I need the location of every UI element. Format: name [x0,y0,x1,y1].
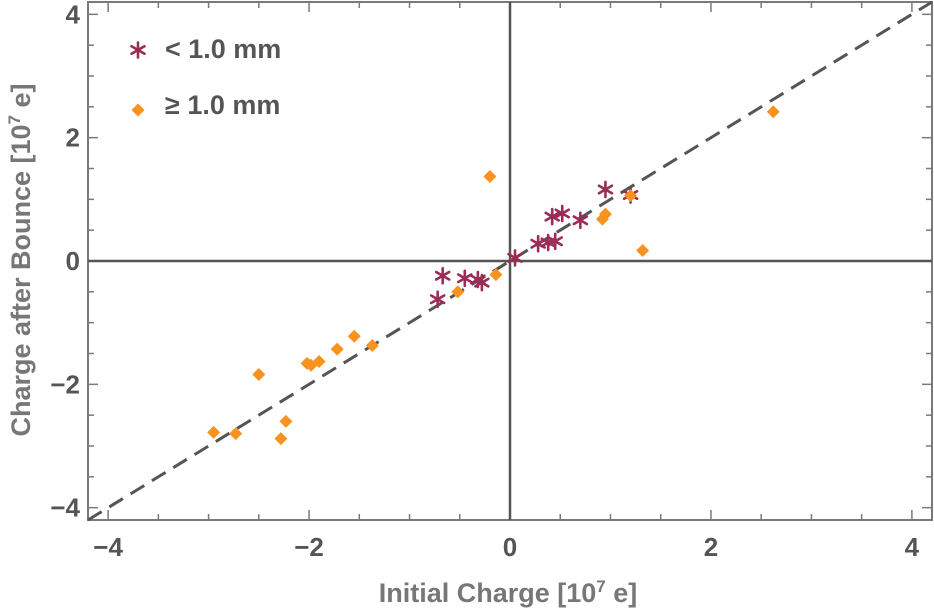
data-point-large [598,207,612,221]
data-point-large [312,355,326,369]
data-point-large [207,425,221,439]
x-tick-label: 0 [503,532,517,562]
data-point-small [547,232,564,251]
legend-asterisk-icon [130,41,146,59]
data-point-small [429,290,446,309]
legend-diamond-icon [131,103,145,117]
x-tick-label: −4 [93,532,123,562]
data-point-large [279,414,293,428]
data-point-small [507,249,523,267]
data-point-large [347,329,361,343]
x-tick-label: 4 [905,532,920,562]
data-point-large [330,342,344,356]
data-point-large [489,268,503,282]
data-point-large [624,189,638,203]
data-point-large [365,338,379,352]
y-tick-label: 0 [66,246,80,276]
data-point-small [474,273,490,292]
data-point-large [483,170,497,184]
data-point-large [274,432,288,446]
data-point-small [597,180,614,199]
data-point-small [456,269,473,288]
data-point-large [229,427,243,441]
x-tick-label: 2 [704,532,718,562]
legend-marker-large [131,103,145,117]
y-tick-label: 4 [66,0,81,29]
data-point-large [766,105,780,119]
data-point-large [451,285,465,299]
legend-marker-small [130,41,146,59]
fit-line [87,0,933,522]
data-point-small [434,266,451,285]
data-point-small [572,211,589,230]
y-tick-label: −2 [50,369,80,399]
y-tick-label: −4 [50,493,80,523]
data-point-small [554,204,571,223]
y-tick-label: 2 [66,123,80,153]
legend-label-large: ≥ 1.0 mm [165,90,280,120]
data-point-small [544,207,560,226]
legend: < 1.0 mm ≥ 1.0 mm [130,34,281,120]
x-axis-title: Initial Charge [107 e] [379,577,638,608]
x-tick-label: −2 [294,532,324,562]
data-point-large [636,244,650,258]
data-point-large [252,367,266,381]
legend-label-small: < 1.0 mm [165,34,281,64]
y-axis-title: Charge after Bounce [107 e] [5,83,36,436]
